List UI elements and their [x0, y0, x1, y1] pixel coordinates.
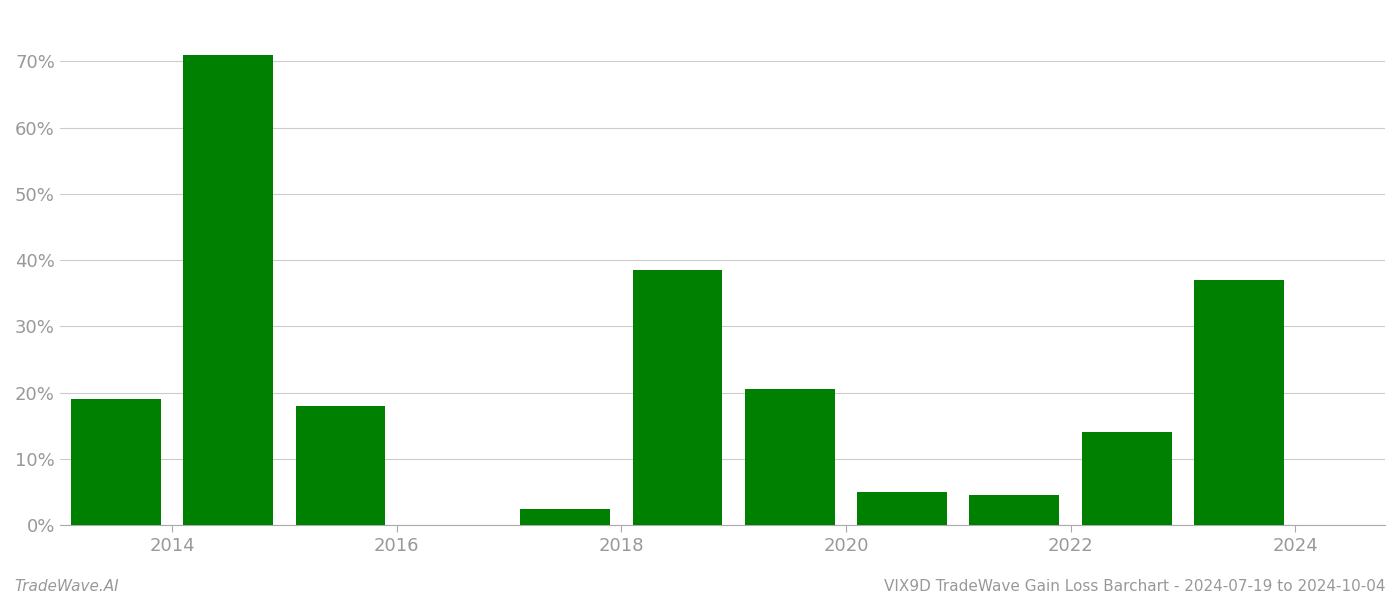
Bar [1194, 280, 1284, 525]
Bar [521, 509, 610, 525]
Bar [183, 55, 273, 525]
Bar [71, 400, 161, 525]
Bar [633, 270, 722, 525]
Bar [857, 492, 946, 525]
Bar [969, 496, 1060, 525]
Text: TradeWave.AI: TradeWave.AI [14, 579, 119, 594]
Text: VIX9D TradeWave Gain Loss Barchart - 2024-07-19 to 2024-10-04: VIX9D TradeWave Gain Loss Barchart - 202… [885, 579, 1386, 594]
Bar [295, 406, 385, 525]
Bar [1082, 433, 1172, 525]
Bar [745, 389, 834, 525]
